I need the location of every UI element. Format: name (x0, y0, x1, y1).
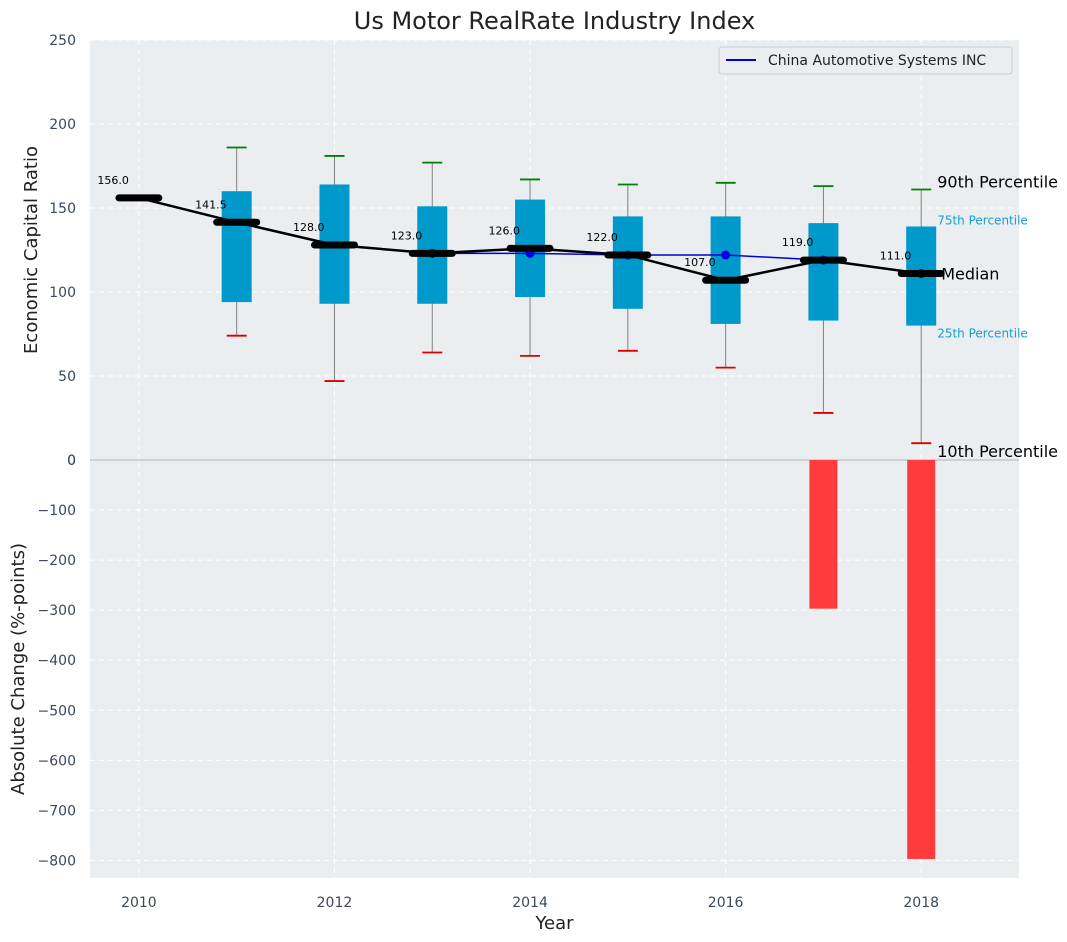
iqr-box (612, 216, 643, 309)
median-value-label: 119.0 (782, 236, 814, 249)
median-value-label: 107.0 (684, 256, 716, 269)
median-value-label: 128.0 (293, 221, 325, 234)
top-y-tick-label: 250 (49, 33, 76, 49)
bottom-y-tick-label: 0 (67, 453, 76, 469)
annotation-25th: 25th Percentile (937, 327, 1028, 341)
bottom-y-tick-label: −200 (38, 553, 76, 569)
x-tick-label: 2012 (317, 895, 353, 911)
percentile-boxes (221, 146, 937, 445)
iqr-box (221, 191, 252, 303)
bottom-y-tick-label: −300 (38, 603, 76, 619)
median-value-label: 122.0 (586, 231, 618, 244)
change-bar (907, 460, 936, 859)
bottom-y-tick-label: −100 (38, 503, 76, 519)
legend: China Automotive Systems INC (718, 46, 1013, 75)
legend-label: China Automotive Systems INC (768, 53, 986, 69)
top-y-tick-label: 150 (49, 201, 76, 217)
bottom-y-tick-label: −500 (38, 703, 76, 719)
median-value-label: 123.0 (391, 229, 423, 242)
top-y-tick-label: 0 (67, 453, 76, 469)
bottom-y-tick-label: −400 (38, 653, 76, 669)
bottom-plot-background (90, 460, 1019, 878)
annotation-75th: 75th Percentile (937, 213, 1028, 227)
x-tick-label: 2014 (512, 895, 548, 911)
legend-box (718, 46, 1013, 75)
bottom-y-axis-label: Absolute Change (%-points) (8, 543, 29, 795)
iqr-box (710, 216, 741, 324)
iqr-box (808, 223, 839, 321)
chart-title: Us Motor RealRate Industry Index (354, 7, 756, 35)
change-bars (809, 460, 936, 859)
x-tick-label: 2010 (121, 895, 157, 911)
top-y-tick-label: 200 (49, 117, 76, 133)
top-y-axis-label: Economic Capital Ratio (21, 146, 42, 354)
annotation-90th: 90th Percentile (937, 173, 1058, 192)
annotation-median: Median (941, 265, 999, 284)
top-y-tick-label: 50 (58, 369, 76, 385)
bottom-y-tick-label: −700 (38, 803, 76, 819)
median-value-label: 156.0 (97, 174, 129, 187)
x-tick-label: 2018 (903, 895, 939, 911)
annotation-10th: 10th Percentile (937, 442, 1058, 461)
series-lines (115, 194, 945, 284)
median-value-label: 141.5 (195, 198, 227, 211)
x-tick-label: 2016 (708, 895, 744, 911)
company-series-point (721, 250, 731, 260)
median-value-label: 126.0 (489, 224, 521, 237)
median-value-label: 111.0 (880, 250, 912, 263)
axis-ticks: 2010 2012 2014 2016 20180501001502002500−100… (38, 33, 939, 911)
top-y-tick-label: 100 (49, 285, 76, 301)
x-axis-label: Year (534, 913, 574, 934)
bottom-y-tick-label: −800 (38, 853, 76, 869)
value-labels: 156.0 141.5 128.0 123.0 126.0 122.0 107.0 119.0… (97, 174, 911, 269)
percentile-annotations: 90th Percentile 75th Percentile Median 2… (937, 173, 1058, 462)
change-bar (809, 460, 838, 609)
bottom-y-tick-label: −600 (38, 753, 76, 769)
